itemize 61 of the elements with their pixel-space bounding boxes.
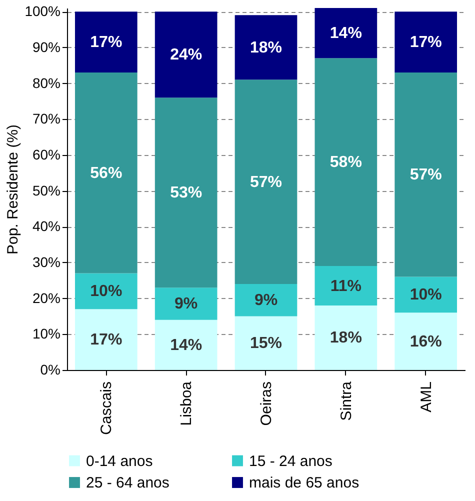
bar — [74, 309, 138, 370]
y-tick-label: 80% — [32, 74, 60, 91]
bar — [394, 276, 458, 313]
bar — [234, 80, 298, 284]
legend-label: 15 - 24 anos — [249, 452, 332, 470]
x-tick-label: AML — [418, 382, 435, 412]
bar — [314, 266, 378, 306]
data-label: 18% — [330, 330, 362, 347]
data-label: 10% — [90, 283, 122, 300]
data-label: 16% — [410, 333, 442, 350]
data-label: 57% — [410, 166, 442, 184]
bar — [154, 12, 218, 98]
x-tick-label: Sintra — [338, 380, 355, 421]
y-tick-label: 50% — [32, 182, 60, 198]
bar — [234, 316, 298, 370]
data-label: 15% — [250, 335, 282, 352]
data-label: 17% — [410, 34, 442, 52]
y-tick-label: 0% — [40, 362, 60, 378]
bar — [394, 72, 458, 277]
data-label: 17% — [90, 332, 122, 349]
bar — [394, 312, 458, 370]
bar — [74, 273, 138, 310]
bar — [314, 305, 378, 370]
y-tick-label: 40% — [32, 218, 60, 234]
data-label: 11% — [330, 278, 362, 295]
bar — [234, 284, 298, 316]
data-label: 10% — [410, 286, 442, 304]
data-label: 9% — [254, 292, 278, 310]
data-label: 53% — [170, 184, 202, 202]
x-tick-label: Oeiras — [258, 382, 275, 426]
y-tick-label: 60% — [32, 146, 60, 162]
y-tick-label: 100% — [24, 3, 60, 20]
bar — [74, 12, 138, 73]
y-tick-label: 70% — [32, 110, 60, 127]
legend-label: 0-14 anos — [86, 452, 153, 470]
data-label: 14% — [330, 25, 362, 42]
data-label: 17% — [90, 34, 122, 52]
bar — [154, 98, 218, 288]
data-label: 56% — [90, 164, 122, 182]
x-tick-label: Cascais — [98, 382, 116, 435]
bar — [154, 288, 218, 320]
data-label: 14% — [170, 336, 202, 354]
legend-label: 25 - 64 anos — [86, 474, 170, 492]
data-label: 57% — [250, 174, 282, 191]
data-label: 9% — [174, 296, 198, 313]
bar — [314, 58, 378, 266]
bar — [234, 15, 298, 80]
y-tick-label: 20% — [32, 290, 60, 306]
data-label: 24% — [170, 46, 202, 64]
y-tick-label: 30% — [32, 254, 60, 270]
data-label: 18% — [250, 39, 282, 56]
y-tick-label: 10% — [32, 326, 60, 342]
x-tick-label: Lisboa — [178, 380, 196, 426]
legend-label: mais de 65 anos — [249, 474, 360, 492]
data-label: 58% — [330, 154, 362, 172]
y-axis-title: Pop. Residente (%) — [4, 124, 22, 255]
bar — [154, 320, 218, 370]
bar — [314, 8, 378, 58]
bar — [394, 12, 458, 73]
bar — [74, 72, 138, 274]
y-tick-label: 90% — [32, 38, 60, 55]
